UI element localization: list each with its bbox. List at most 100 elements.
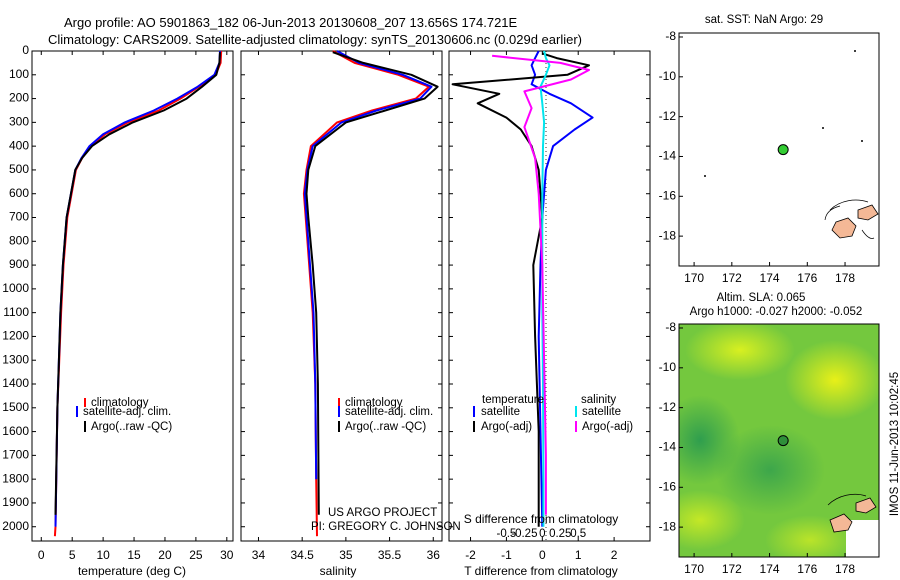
sla-map-subtitle: Argo h1000: -0.027 h2000: -0.052: [690, 306, 863, 318]
reef-outline: [829, 199, 869, 211]
sla-high-patch: [785, 340, 879, 420]
lat-tick-label: -18: [659, 519, 677, 533]
reef-outline: [827, 493, 867, 506]
temperature-axes-frame: [31, 50, 234, 542]
sla-map-ticks: 170 172 174 176 178 -8 -10 -12 -14 -16 -18: [659, 320, 856, 576]
y-tick-label: 1900: [2, 495, 29, 509]
temperature-x-label: temperature (deg C): [78, 564, 186, 578]
lat-tick-label: -10: [659, 69, 677, 83]
temperature-x-ticks: 0 5 10 15 20 25 30: [38, 51, 234, 562]
s-tick-label: 0.25: [549, 528, 571, 540]
sla-high-patch: [679, 490, 745, 550]
series-argo: [54, 52, 221, 515]
lon-tick-label: 176: [797, 562, 817, 576]
y-tick-label: 2000: [2, 519, 29, 533]
y-tick-label: 300: [9, 115, 29, 129]
y-tick-label: 1700: [2, 448, 29, 462]
project-annotation-line2: PI: GREGORY C. JOHNSON: [311, 521, 461, 533]
islet: [854, 50, 856, 52]
y-tick-label: 800: [9, 233, 29, 247]
difference-panel: -2 -1 0 1 2 -0.5-0.25 0 0.250.5 S difference f…: [448, 50, 651, 578]
temperature-legend: climatology satellite-adj. clim. Argo(..…: [76, 397, 172, 433]
x-tick-label: 36: [427, 548, 441, 562]
reef-outline: [824, 205, 841, 221]
fiji-island: [855, 497, 877, 514]
lon-tick-label: 178: [835, 562, 855, 576]
y-tick-label: 400: [9, 138, 29, 152]
legend-climatology-label: climatology: [91, 397, 149, 409]
sla-map-title: Altim. SLA: 0.065: [717, 292, 806, 304]
legend-argo-label: Argo(..raw -QC): [91, 421, 172, 433]
y-tick-label: 900: [9, 257, 29, 271]
y-tick-label: 1100: [3, 305, 29, 319]
x-tick-label: 20: [158, 548, 172, 562]
lon-tick-label: 170: [684, 271, 704, 285]
t-difference-ticks: -2 -1 0 1 2: [449, 50, 650, 562]
x-tick-label: -1: [501, 548, 512, 562]
lat-tick-label: -10: [659, 360, 677, 374]
islet: [704, 175, 706, 177]
salinity-x-label: salinity: [320, 564, 357, 578]
series-climatology: [53, 50, 223, 537]
series-climatology: [302, 50, 430, 537]
lat-tick-label: -12: [659, 400, 677, 414]
sst-map-title: sat. SST: NaN Argo: 29: [705, 14, 823, 26]
sla-low-patch: [715, 425, 825, 515]
x-tick-label: 35.5: [378, 548, 402, 562]
lon-tick-label: 174: [760, 271, 780, 285]
lon-tick-label: 172: [722, 271, 742, 285]
y-tick-label: 600: [9, 186, 29, 200]
difference-axes-frame: [448, 50, 651, 542]
series-satellite: [54, 50, 221, 527]
project-annotation-line1: US ARGO PROJECT: [328, 507, 437, 519]
fiji-island: [829, 513, 853, 533]
y-tick-label: 1600: [2, 424, 29, 438]
islet: [822, 127, 824, 129]
y-tick-label: 700: [9, 210, 29, 224]
series-argo: [305, 51, 439, 515]
lon-tick-label: 174: [760, 562, 780, 576]
depth-y-ticks: 0 100 200 300 400 500 600 700 800 900 1000 1100 1200…: [2, 43, 36, 533]
x-tick-label: 5: [69, 548, 76, 562]
legend-salinity-title: salinity: [581, 394, 616, 406]
lon-tick-label: 170: [684, 562, 704, 576]
s-tick-label: -0.5: [497, 528, 517, 540]
x-tick-label: 34.5: [290, 548, 314, 562]
sla-map-frame: [678, 323, 880, 558]
imos-timestamp: IMOS 11-Jun-2013 10:02:45: [889, 372, 900, 516]
fiji-island: [857, 204, 879, 221]
series-S-satellite: [539, 50, 551, 527]
fiji-island: [831, 217, 857, 239]
salinity-legend: climatology satellite-adj. clim. Argo(..…: [338, 397, 433, 433]
legend-climatology-label: climatology: [345, 397, 403, 409]
x-tick-label: 2: [611, 548, 618, 562]
lat-tick-label: -14: [659, 440, 677, 454]
difference-legend: temperature satellite Argo(-adj) salinit…: [473, 394, 633, 433]
argo-float-marker: [777, 435, 789, 447]
temperature-panel: 0 5 10 15 20 25 30 0 100 200 300 400 500 600 700 800 90…: [2, 43, 234, 578]
header-title-line2: Climatology: CARS2009. Satellite-adjuste…: [48, 32, 582, 47]
lon-tick-label: 176: [797, 271, 817, 285]
x-tick-label: 25: [189, 548, 203, 562]
y-tick-label: 1800: [2, 471, 29, 485]
legend-satellite-label: satellite-adj. clim.: [83, 406, 171, 418]
x-tick-label: -2: [465, 548, 476, 562]
s-difference-ticks: -0.5-0.25 0 0.250.5: [497, 528, 587, 540]
salinity-data: [302, 50, 439, 537]
salinity-x-ticks: 34 34.5 35 35.5 36: [241, 50, 442, 562]
lat-tick-label: -8: [665, 320, 676, 334]
legend-t-argo-label: Argo(-adj): [481, 421, 532, 433]
argo-float-marker: [777, 144, 789, 156]
legend-t-satellite-label: satellite: [481, 406, 520, 418]
x-tick-label: 15: [127, 548, 141, 562]
sla-land-mask: [846, 520, 879, 557]
lat-tick-label: -8: [665, 29, 676, 43]
salinity-panel: 34 34.5 35 35.5 36 salinity climatology sate…: [240, 50, 461, 578]
lat-tick-label: -16: [659, 479, 677, 493]
sst-map: sat. SST: NaN Argo: 29 170 172 174 176 178 -8…: [659, 14, 880, 285]
sst-map-land: [704, 50, 879, 239]
legend-s-satellite-label: satellite: [582, 406, 621, 418]
y-tick-label: 1500: [2, 400, 29, 414]
lat-tick-label: -18: [659, 228, 677, 242]
